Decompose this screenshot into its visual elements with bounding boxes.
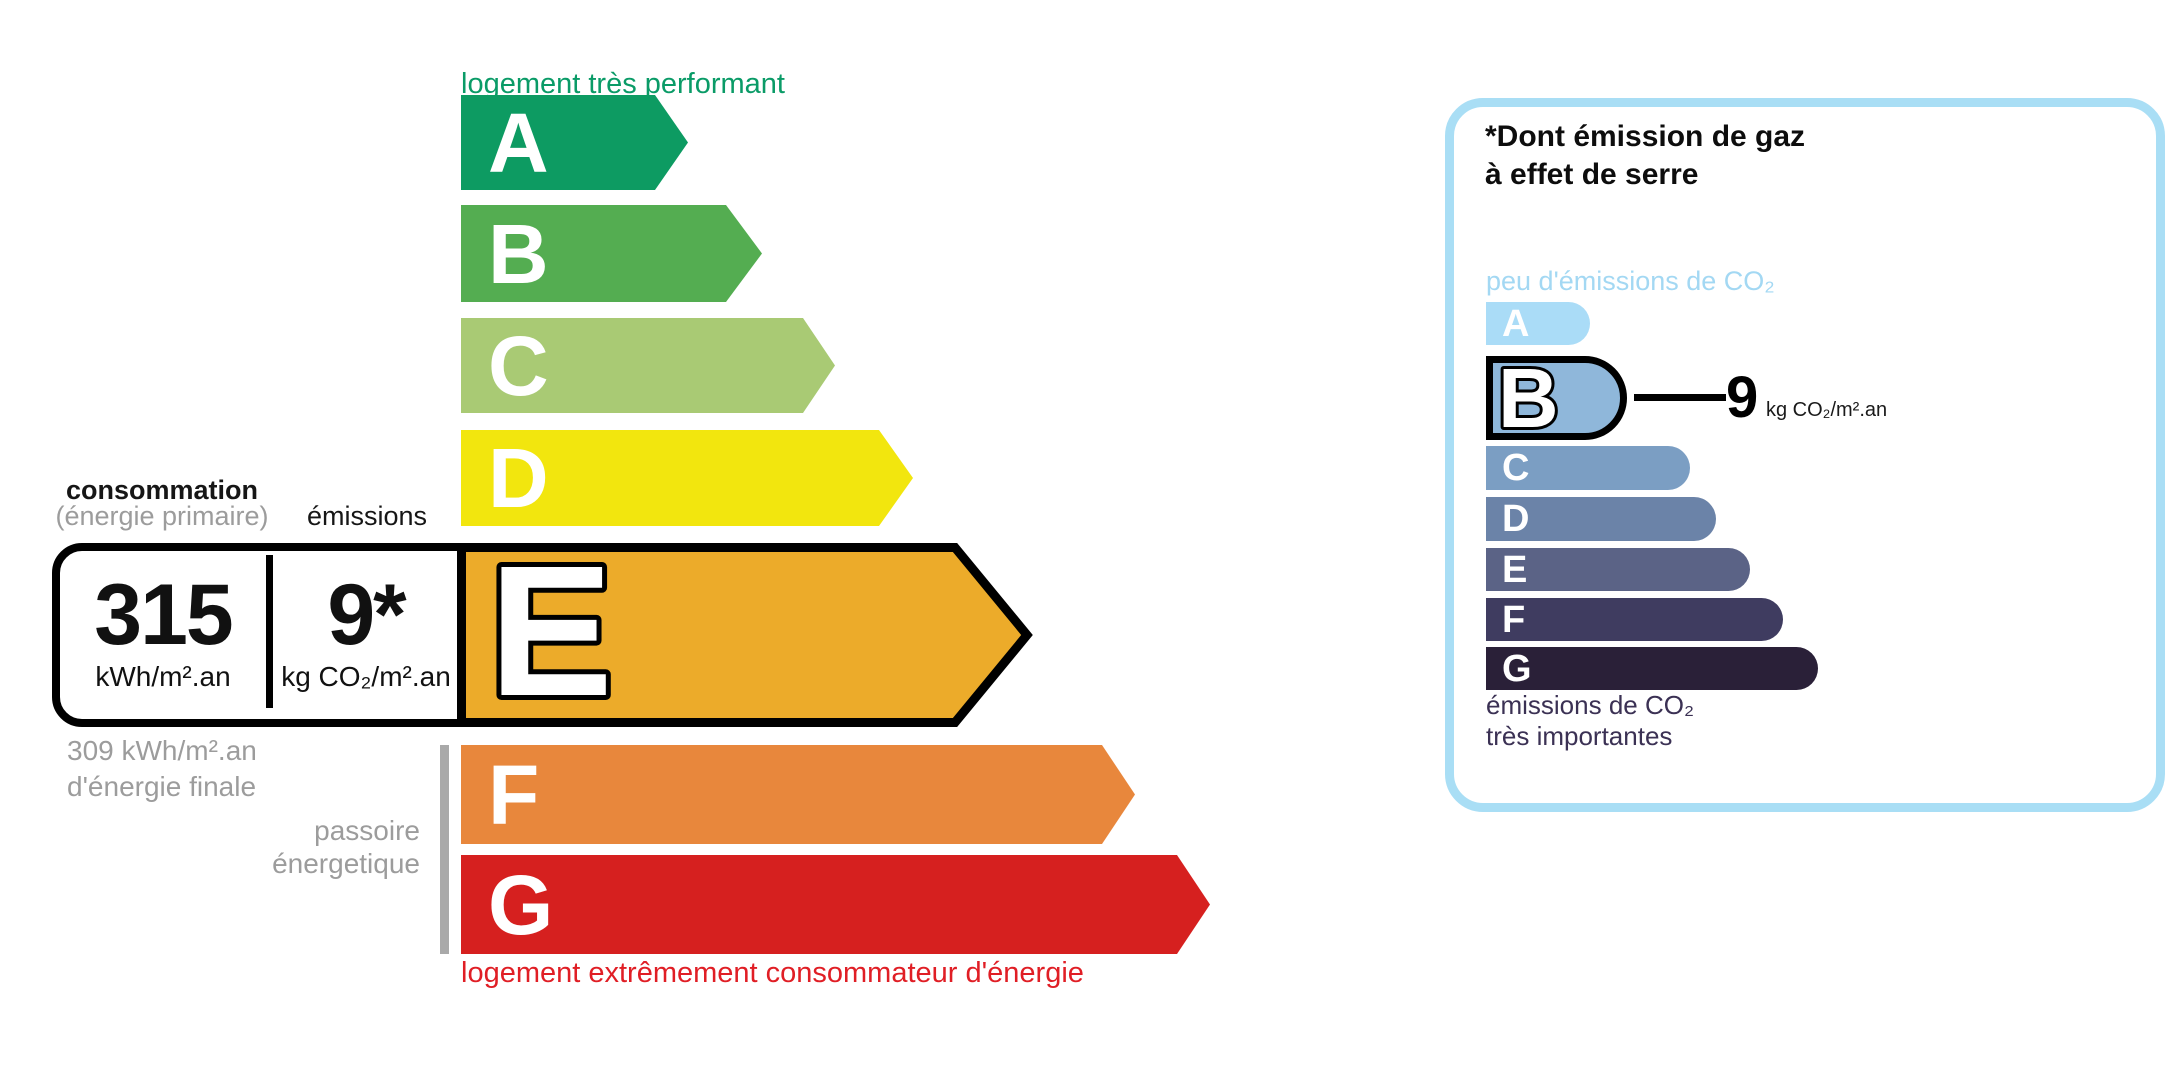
energy-class-letter-f: F xyxy=(488,747,540,842)
consumption-unit: kWh/m².an xyxy=(95,660,231,692)
energy-class-letter-b: B xyxy=(488,206,549,301)
co2-value-connector-line xyxy=(1634,394,1726,401)
final-energy-line2: d'énergie finale xyxy=(67,771,257,803)
emissions-header: émissions xyxy=(306,501,428,531)
co2-high-emissions-line2: très importantes xyxy=(1486,720,1673,751)
co2-class-letter-d: D xyxy=(1502,498,1530,540)
bottom-consumer-label: logement extrêmement consommateur d'éner… xyxy=(461,957,1084,989)
co2-class-letter-b-svg: B xyxy=(1495,361,1562,435)
co2-value-unit: kg CO₂/m².an xyxy=(1766,399,1888,421)
energy-class-letter-d: D xyxy=(488,431,549,525)
emissions-unit: kg CO₂/m².an xyxy=(281,660,451,692)
energy-class-arrow-b: B xyxy=(461,205,762,302)
energy-class-arrow-d: D xyxy=(461,430,913,526)
co2-value: 9 xyxy=(1726,365,1759,430)
energy-class-letter-a: A xyxy=(488,95,549,190)
energy-sieve-label: passoire énergetique xyxy=(200,814,420,880)
energy-sieve-line1: passoire xyxy=(314,815,420,846)
co2-class-bar-b-current xyxy=(1486,356,1627,440)
energy-sieve-line2: énergetique xyxy=(272,848,420,880)
co2-panel-title-line2: à effet de serre xyxy=(1485,157,1699,191)
energy-class-arrow-g: G xyxy=(461,855,1210,954)
energy-class-arrow-e-current: E xyxy=(457,543,1033,727)
co2-class-bar-c: C xyxy=(1486,446,1690,490)
arrow-e-shape xyxy=(457,543,1033,727)
consumption-header: consommation (énergie primaire) xyxy=(42,475,282,531)
co2-class-bar-g: G xyxy=(1486,647,1818,690)
consumption-value: 315 xyxy=(94,566,233,663)
energy-class-letter-g: G xyxy=(488,857,554,952)
emissions-value: 9* xyxy=(327,566,406,663)
value-box-divider xyxy=(266,555,273,708)
co2-class-letter-f: F xyxy=(1502,598,1526,641)
co2-class-bar-a: A xyxy=(1486,302,1590,345)
co2-class-bar-d: D xyxy=(1486,497,1716,541)
energy-class-letter-c: C xyxy=(488,318,549,413)
co2-class-letter-b: B xyxy=(1498,361,1559,435)
co2-high-emissions-line1: émissions de CO₂ xyxy=(1486,690,1695,720)
co2-panel-title: *Dont émission de gaz à effet de serre xyxy=(1485,118,1805,193)
consumption-header-line2: (énergie primaire) xyxy=(55,501,269,531)
energy-sieve-bracket xyxy=(440,745,449,954)
final-energy-line1: 309 kWh/m².an xyxy=(67,735,257,766)
co2-class-letter-c: C xyxy=(1502,447,1530,489)
co2-emissions-panel xyxy=(1445,98,2165,812)
top-performance-label: logement très performant xyxy=(461,68,785,100)
consumption-value-cell: 315 kWh/m².an xyxy=(62,551,264,713)
energy-class-arrow-f: F xyxy=(461,745,1135,844)
final-energy-note: 309 kWh/m².an d'énergie finale xyxy=(67,733,257,806)
co2-low-emissions-label: peu d'émissions de CO₂ xyxy=(1486,266,1775,296)
co2-class-letter-g: G xyxy=(1502,647,1532,690)
co2-high-emissions-label: émissions de CO₂ très importantes xyxy=(1486,690,1694,751)
co2-class-letter-e: E xyxy=(1502,548,1528,591)
emissions-value-cell: 9* kg CO₂/m².an xyxy=(276,551,456,713)
energy-class-arrow-c: C xyxy=(461,318,835,413)
co2-panel-title-line1: *Dont émission de gaz xyxy=(1485,120,1806,153)
co2-class-letter-a: A xyxy=(1502,302,1530,345)
consumption-header-line1: consommation xyxy=(65,475,259,505)
co2-class-bar-f: F xyxy=(1486,598,1783,641)
energy-class-arrow-a: A xyxy=(461,95,688,190)
energy-class-letter-e: E xyxy=(489,543,613,727)
current-values-box xyxy=(52,543,466,727)
co2-class-bar-e: E xyxy=(1486,548,1750,591)
